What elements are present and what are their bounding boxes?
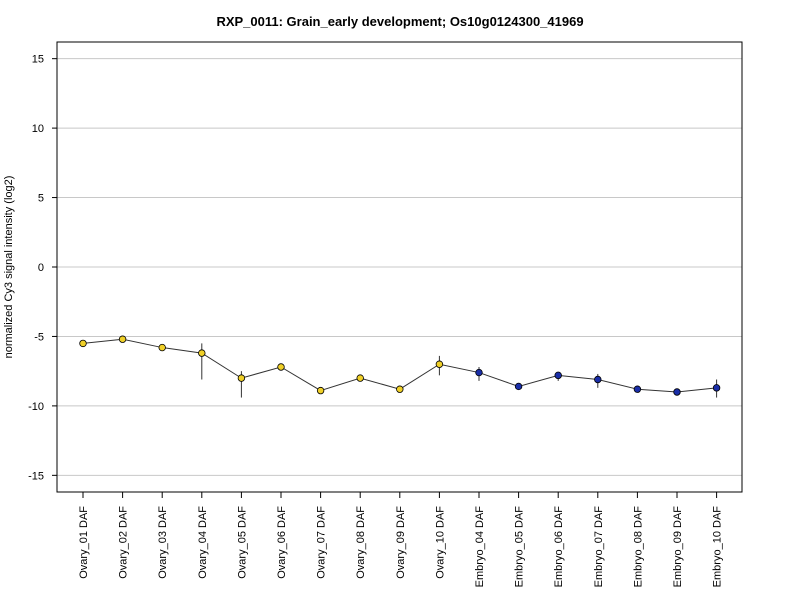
x-axis: Ovary_01 DAF Ovary_02 DAF Ovary_03 DAF Ovar… xyxy=(78,492,724,587)
data-point xyxy=(277,363,285,371)
data-point xyxy=(712,384,721,392)
data-point xyxy=(158,343,166,352)
y-tick-label: 10 xyxy=(32,123,44,135)
y-tick-label: 0 xyxy=(38,262,44,274)
data-point xyxy=(237,374,246,382)
x-tick-label: Embryo_09 DAF xyxy=(672,506,684,588)
data-point xyxy=(554,371,562,380)
x-tick-label: Ovary_10 DAF xyxy=(434,506,446,579)
x-tick-label: Embryo_05 DAF xyxy=(514,506,526,588)
x-tick-label: Ovary_09 DAF xyxy=(395,506,407,579)
data-point xyxy=(514,382,523,391)
chart-title: RXP_0011: Grain_early development; Os10g… xyxy=(216,14,583,29)
data-point xyxy=(435,360,444,368)
x-tick-label: Embryo_10 DAF xyxy=(712,506,724,588)
data-point xyxy=(594,375,602,384)
y-tick-label: 5 xyxy=(38,193,44,205)
y-tick-label: -10 xyxy=(28,401,44,413)
x-tick-label: Ovary_02 DAF xyxy=(118,506,130,579)
x-tick-label: Ovary_01 DAF xyxy=(78,506,90,579)
y-axis: -15 -10 -5 0 5 10 15 xyxy=(28,54,57,482)
data-point xyxy=(118,335,127,343)
x-tick-label: Ovary_04 DAF xyxy=(197,506,209,579)
data-point xyxy=(356,374,364,382)
data-point xyxy=(633,385,642,393)
x-tick-label: Ovary_05 DAF xyxy=(236,506,248,579)
grid-lines xyxy=(57,58,742,476)
y-tick-label: -5 xyxy=(34,331,44,343)
x-tick-label: Embryo_07 DAF xyxy=(593,506,605,588)
y-tick-label: -15 xyxy=(28,470,44,482)
data-point xyxy=(198,349,206,357)
x-tick-label: Embryo_08 DAF xyxy=(632,506,644,588)
data-point xyxy=(475,368,483,377)
x-tick-label: Ovary_08 DAF xyxy=(355,506,367,579)
data-point xyxy=(396,385,404,393)
data-point xyxy=(673,388,681,396)
y-axis-label: normalized Cy3 signal intensity (log2) xyxy=(3,176,15,359)
y-tick-label: 15 xyxy=(32,54,44,66)
series-expression xyxy=(79,335,721,398)
x-tick-label: Ovary_07 DAF xyxy=(316,506,328,579)
x-tick-label: Embryo_04 DAF xyxy=(474,506,486,588)
series-line xyxy=(82,338,717,393)
x-tick-label: Ovary_06 DAF xyxy=(276,506,288,579)
data-point xyxy=(79,339,87,348)
data-point xyxy=(316,386,325,395)
x-tick-label: Ovary_03 DAF xyxy=(157,506,169,579)
x-tick-label: Embryo_06 DAF xyxy=(553,506,565,588)
